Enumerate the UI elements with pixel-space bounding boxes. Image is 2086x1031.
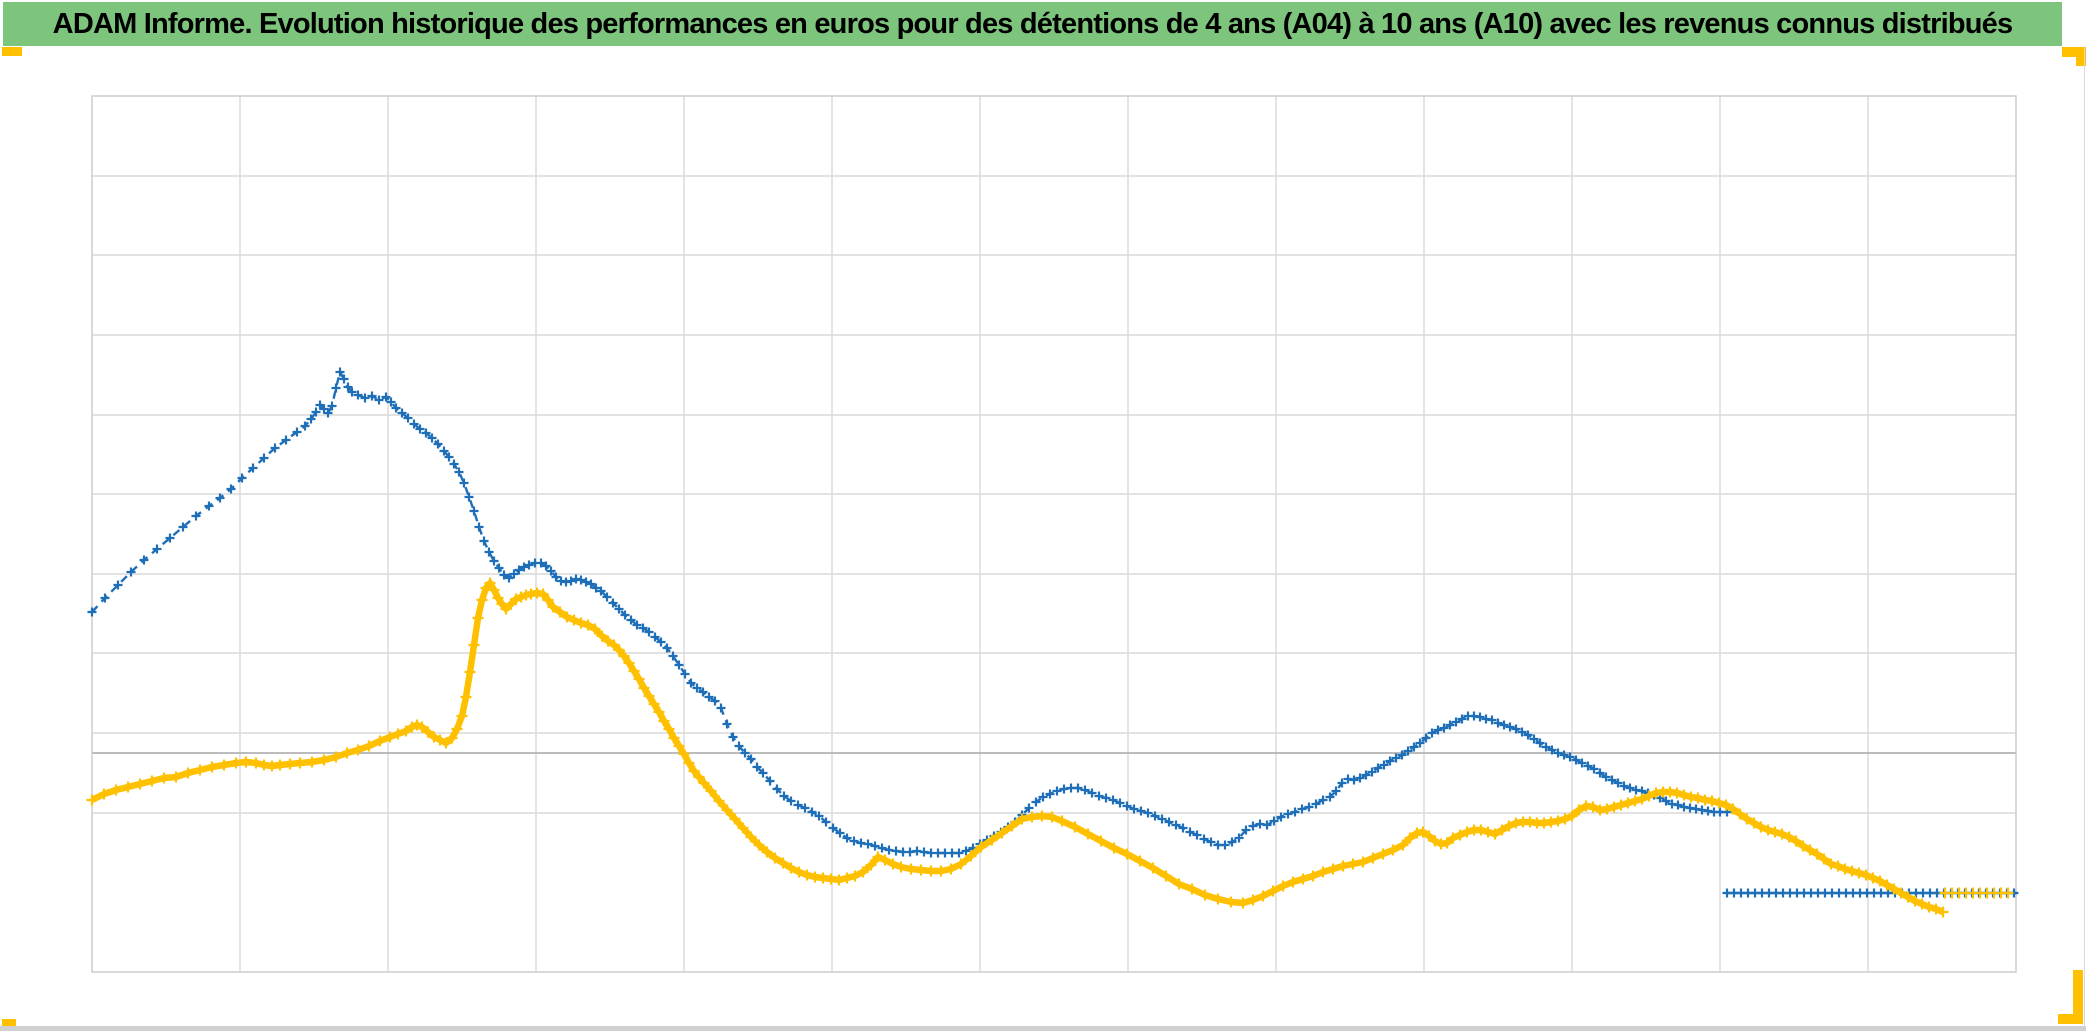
chart-title: ADAM Informe. Evolution historique des p… bbox=[52, 7, 2013, 40]
slide-right-edge bbox=[2084, 46, 2085, 1027]
yellow-corner-accent-bottom-right bbox=[2073, 970, 2083, 1024]
yellow-corner-accent-top-left bbox=[2, 47, 22, 56]
yellow-corner-accent-top-right-nub bbox=[2076, 47, 2086, 66]
yellow-corner-accent-top-right bbox=[2062, 47, 2086, 57]
gold-thick-series-markers bbox=[86, 577, 1949, 918]
plot-area-border bbox=[91, 95, 2017, 973]
slide-bottom-edge-bar bbox=[0, 1026, 2086, 1031]
yellow-corner-accent-bottom-left bbox=[2, 1019, 16, 1028]
blue-dashed-series-line bbox=[91, 370, 1727, 855]
blue-dashed-series-markers bbox=[87, 367, 1732, 858]
chart-title-bar: ADAM Informe. Evolution historique des p… bbox=[3, 2, 2062, 46]
gold-thick-series-flat-markers bbox=[1939, 887, 2014, 899]
yellow-corner-accent-bottom-right-foot bbox=[2058, 1014, 2083, 1024]
